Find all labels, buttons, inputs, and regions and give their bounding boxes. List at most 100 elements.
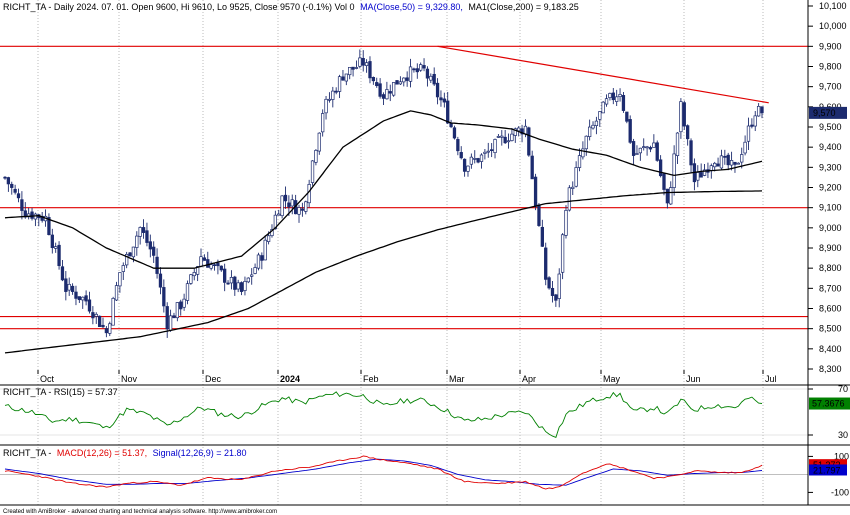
candle-up (564, 209, 568, 236)
candle-up (280, 195, 284, 217)
candle-up (358, 57, 362, 67)
candle-up (479, 154, 484, 162)
month-label: Dec (205, 374, 222, 384)
price-series (0, 45, 808, 354)
candle-up (331, 90, 335, 100)
candle-up (635, 153, 639, 155)
candle-up (560, 234, 565, 273)
candle-down (415, 68, 419, 73)
candle-up (587, 126, 592, 137)
footer-credit: Created with AmiBroker - advanced charti… (3, 509, 277, 515)
candle-down (682, 102, 686, 127)
candle-up (571, 186, 575, 189)
candle-up (419, 64, 423, 71)
month-label: Mar (449, 374, 465, 384)
candle-down (20, 199, 24, 211)
rsi-pane[interactable] (0, 386, 808, 444)
signal-value-label: 21.797 (813, 465, 841, 475)
month-label: Apr (522, 374, 536, 384)
candle-up (67, 283, 71, 291)
candle-up (94, 313, 98, 317)
candle-down (378, 83, 382, 97)
candle-up (473, 158, 477, 160)
candle-up (702, 169, 707, 176)
candle-up (500, 135, 504, 138)
candle-up (185, 283, 190, 301)
candle-up (719, 155, 724, 169)
candle-up (729, 160, 734, 166)
rsi-tick-label: 70 (838, 384, 848, 394)
candle-down (628, 119, 632, 143)
candle-down (57, 244, 61, 267)
candle-down (152, 246, 156, 256)
candle-up (756, 106, 761, 117)
candle-up (740, 154, 744, 163)
candle-down (665, 188, 670, 204)
candle-up (466, 165, 470, 172)
macd-line (4, 455, 763, 490)
candle-down (368, 61, 372, 79)
signal-value-badge (809, 464, 847, 476)
candle-down (425, 68, 430, 79)
candle-down (439, 97, 443, 101)
price-tick-label: 8,800 (819, 263, 842, 273)
candle-down (446, 100, 450, 124)
candle-down (64, 278, 68, 292)
candle-down (723, 156, 727, 158)
candle-down (503, 136, 507, 144)
candle-up (175, 302, 180, 319)
candle-up (429, 75, 433, 81)
candle-down (202, 257, 207, 261)
candle-down (662, 173, 666, 190)
candle-up (493, 139, 497, 153)
candle-down (179, 301, 183, 310)
candle-down (97, 315, 102, 327)
candle-up (310, 160, 315, 183)
price-tick-label: 8,900 (819, 243, 842, 253)
month-label: Feb (363, 374, 379, 384)
candle-down (3, 176, 7, 179)
rsi-tick-label: 30 (838, 430, 848, 440)
candle-up (253, 267, 257, 274)
month-label: Oct (40, 374, 55, 384)
candle-down (452, 127, 457, 139)
candle-up (229, 277, 234, 284)
candle-up (385, 89, 389, 100)
candle-down (371, 77, 376, 82)
candle-up (195, 266, 200, 275)
candle-up (638, 147, 642, 154)
candle-up (327, 98, 332, 101)
candle-up (601, 101, 605, 114)
candle-up (574, 167, 578, 187)
candle-up (209, 264, 213, 269)
candle-down (611, 92, 615, 101)
candle-up (604, 98, 609, 105)
candle-up (354, 67, 359, 69)
last-price-badge (809, 106, 847, 119)
ma200-line (4, 190, 763, 354)
candle-down (10, 183, 14, 188)
candle-down (530, 155, 534, 180)
candle-down (750, 124, 754, 127)
candle-down (686, 125, 690, 140)
candle-down (226, 282, 230, 285)
candle-up (344, 73, 348, 82)
candle-down (6, 177, 11, 185)
candle-up (250, 274, 254, 277)
candle-up (192, 272, 196, 277)
candle-up (608, 93, 612, 99)
price-tick-label: 9,500 (819, 122, 842, 132)
candle-up (199, 256, 203, 267)
candle-down (351, 66, 355, 70)
candle-down (405, 77, 409, 81)
price-tick-label: 8,700 (819, 283, 842, 293)
candle-up (131, 246, 136, 258)
month-label: Jul (765, 374, 777, 384)
candle-up (696, 172, 700, 181)
candle-down (459, 152, 463, 159)
grid (0, 0, 808, 505)
rsi-value-badge (809, 397, 850, 410)
candle-up (496, 136, 501, 138)
candle-down (341, 76, 345, 81)
candle-up (510, 133, 514, 141)
